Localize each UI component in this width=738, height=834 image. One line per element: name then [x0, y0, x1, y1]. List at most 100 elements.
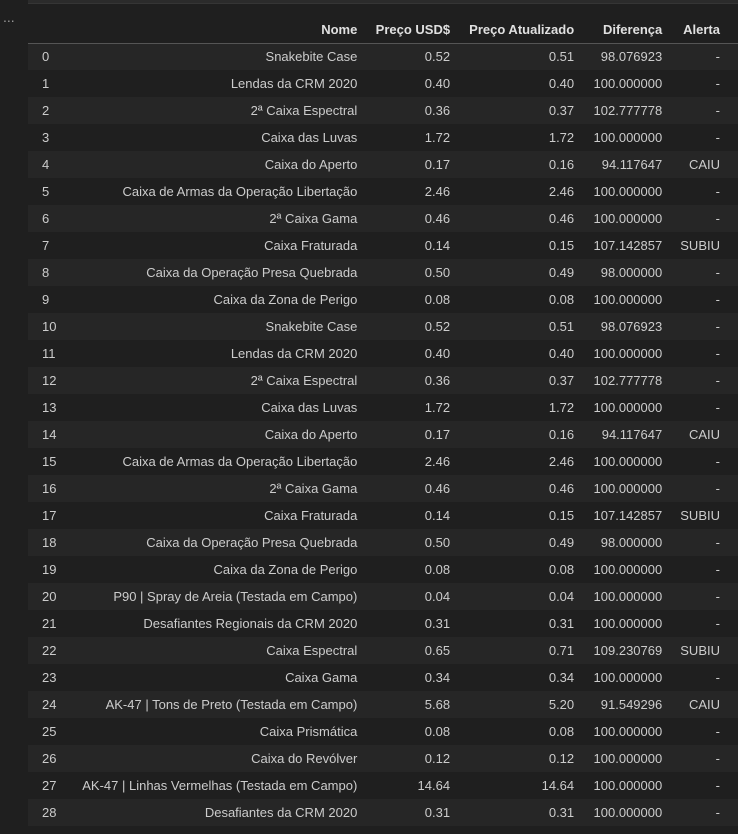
cell-preco: 1.72	[424, 130, 451, 145]
cell-nome: 2ª Caixa Gama	[269, 481, 358, 496]
cell-diferenca: 102.777778	[593, 103, 663, 118]
cell-preco-atualizado: 0.15	[548, 238, 575, 253]
cell-nome: Caixa da Zona de Perigo	[213, 292, 358, 307]
cell-alerta: -	[715, 130, 720, 145]
table-row: 0 Snakebite Case 0.52 0.51 98.076923 -	[28, 43, 738, 70]
cell-alerta: -	[715, 589, 720, 604]
cell-output-menu-icon[interactable]: ...	[3, 9, 15, 25]
cell-diferenca: 100.000000	[593, 400, 663, 415]
row-index: 13	[42, 400, 57, 415]
cell-nome: Caixa Espectral	[266, 643, 358, 658]
header-index	[28, 16, 67, 44]
row-index: 28	[42, 805, 57, 820]
cell-alerta: -	[715, 454, 720, 469]
cell-preco-atualizado: 0.46	[548, 211, 575, 226]
cell-nome: Lendas da CRM 2020	[230, 76, 358, 91]
cell-alerta: SUBIU	[680, 238, 720, 253]
cell-preco: 0.17	[424, 157, 451, 172]
cell-preco: 0.14	[424, 508, 451, 523]
cell-preco-atualizado: 0.31	[548, 805, 575, 820]
cell-nome: 2ª Caixa Espectral	[250, 373, 358, 388]
cell-diferenca: 100.000000	[593, 481, 663, 496]
row-index: 19	[42, 562, 57, 577]
cell-alerta: SUBIU	[680, 508, 720, 523]
cell-alerta: -	[715, 346, 720, 361]
cell-preco: 0.31	[424, 805, 451, 820]
table-row: 10 Snakebite Case 0.52 0.51 98.076923 -	[28, 313, 738, 340]
table-header: Nome Preço USD$ Preço Atualizado Diferen…	[28, 16, 738, 44]
cell-diferenca: 100.000000	[593, 562, 663, 577]
cell-nome: Caixa da Operação Presa Quebrada	[146, 535, 358, 550]
cell-preco: 1.72	[424, 400, 451, 415]
table-row: 14 Caixa do Aperto 0.17 0.16 94.117647 CAIU	[28, 421, 738, 448]
cell-nome: Caixa Fraturada	[264, 508, 358, 523]
cell-preco-atualizado: 0.40	[548, 76, 575, 91]
cell-diferenca: 102.777778	[593, 373, 663, 388]
cell-nome: 2ª Caixa Gama	[269, 211, 358, 226]
table-row: 4 Caixa do Aperto 0.17 0.16 94.117647 CAIU	[28, 151, 738, 178]
cell-diferenca: 98.000000	[600, 535, 663, 550]
row-index: 24	[42, 697, 57, 712]
row-index: 3	[42, 130, 50, 145]
cell-diferenca: 100.000000	[593, 76, 663, 91]
cell-preco: 0.36	[424, 103, 451, 118]
cell-alerta: -	[715, 319, 720, 334]
cell-alerta: -	[715, 400, 720, 415]
cell-preco-atualizado: 2.46	[548, 454, 575, 469]
cell-preco: 0.12	[424, 751, 451, 766]
cell-diferenca: 100.000000	[593, 292, 663, 307]
cell-preco-atualizado: 0.46	[548, 481, 575, 496]
table-row: 5 Caixa de Armas da Operação Libertação 2.…	[28, 178, 738, 205]
cell-preco-atualizado: 0.31	[548, 616, 575, 631]
cell-diferenca: 100.000000	[593, 751, 663, 766]
cell-preco-atualizado: 14.64	[541, 778, 575, 793]
cell-diferenca: 91.549296	[600, 697, 663, 712]
header-nome: Nome	[66, 16, 367, 44]
cell-nome: Caixa do Revólver	[251, 751, 358, 766]
cell-alerta: -	[715, 616, 720, 631]
cell-nome: AK-47 | Linhas Vermelhas (Testada em Cam…	[82, 778, 358, 793]
cell-preco-atualizado: 0.34	[548, 670, 575, 685]
cell-preco-atualizado: 0.49	[548, 265, 575, 280]
cell-nome: Desafiantes da CRM 2020	[204, 805, 358, 820]
cell-preco: 0.52	[424, 49, 451, 65]
cell-preco-atualizado: 0.04	[548, 589, 575, 604]
cell-alerta: CAIU	[688, 427, 720, 442]
cell-nome: Caixa Prismática	[259, 724, 358, 739]
cell-preco-atualizado: 1.72	[548, 130, 575, 145]
table-body: 0 Snakebite Case 0.52 0.51 98.076923 - 1 Lendas…	[28, 43, 738, 826]
cell-gutter: ...	[0, 0, 28, 834]
header-preco-atualizado: Preço Atualizado	[459, 16, 584, 44]
cell-nome: Caixa de Armas da Operação Libertação	[122, 454, 358, 469]
cell-alerta: -	[715, 103, 720, 118]
row-index: 22	[42, 643, 57, 658]
row-index: 6	[42, 211, 50, 226]
cell-preco: 0.65	[424, 643, 451, 658]
cell-diferenca: 94.117647	[601, 157, 663, 172]
cell-preco: 0.36	[424, 373, 451, 388]
cell-diferenca: 100.000000	[593, 778, 663, 793]
row-index: 17	[42, 508, 57, 523]
cell-alerta: -	[715, 211, 720, 226]
table-row: 18 Caixa da Operação Presa Quebrada 0.50 0.…	[28, 529, 738, 556]
cell-preco-atualizado: 0.51	[548, 319, 575, 334]
table-row: 9 Caixa da Zona de Perigo 0.08 0.08 100.0000…	[28, 286, 738, 313]
cell-diferenca: 100.000000	[593, 346, 663, 361]
cell-preco-atualizado: 0.49	[548, 535, 575, 550]
cell-preco: 0.31	[424, 616, 451, 631]
cell-preco-atualizado: 0.71	[548, 643, 575, 658]
output-scroll-edge	[28, 0, 738, 4]
cell-nome: Snakebite Case	[265, 49, 358, 65]
cell-nome: Snakebite Case	[265, 319, 358, 334]
cell-preco-atualizado: 0.37	[548, 373, 575, 388]
row-index: 0	[42, 49, 50, 65]
cell-nome: Caixa de Armas da Operação Libertação	[122, 184, 358, 199]
table-row: 25 Caixa Prismática 0.08 0.08 100.000000 -	[28, 718, 738, 745]
cell-preco-atualizado: 0.08	[548, 724, 575, 739]
cell-diferenca: 94.117647	[601, 427, 663, 442]
cell-nome: Caixa das Luvas	[261, 130, 358, 145]
row-index: 12	[42, 373, 57, 388]
table-row: 2 2ª Caixa Espectral 0.36 0.37 102.777778 -	[28, 97, 738, 124]
cell-alerta: -	[715, 373, 720, 388]
row-index: 1	[42, 76, 50, 91]
